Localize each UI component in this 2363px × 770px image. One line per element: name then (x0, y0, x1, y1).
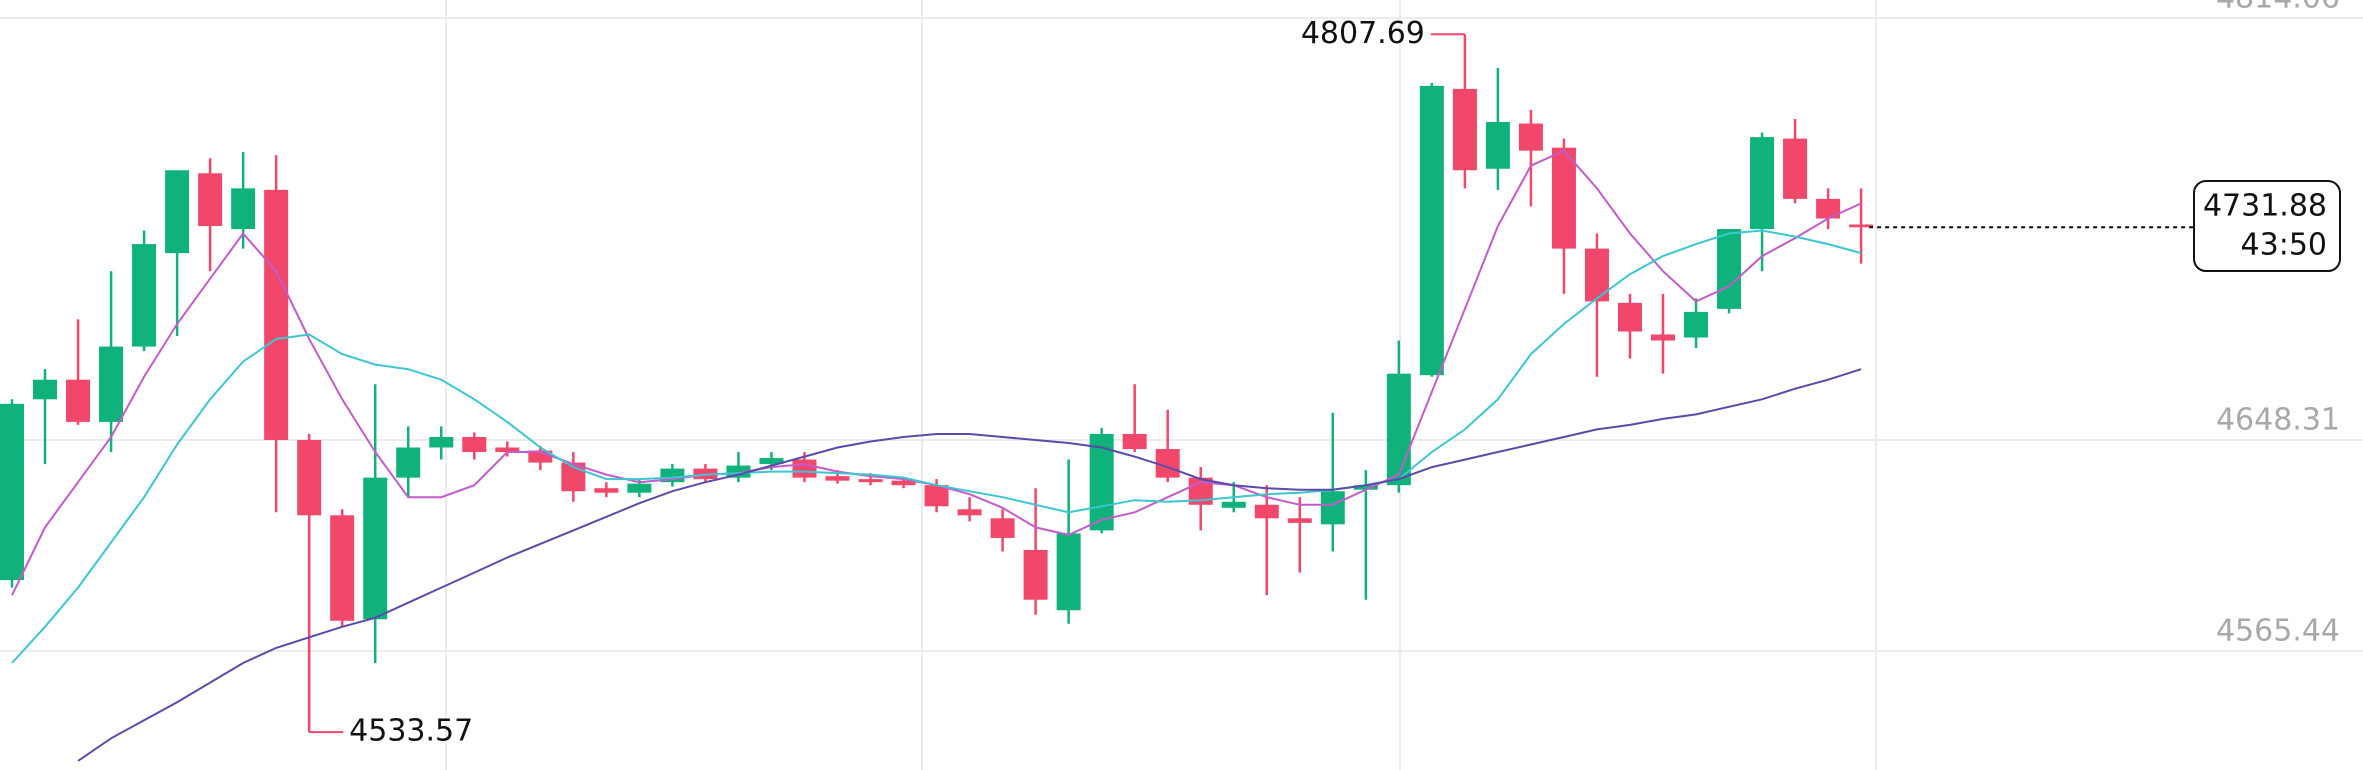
annotations: 4807.69 4533.57 (309, 16, 2194, 749)
grid: 4565.44 4648.31 4814.06 (0, 0, 2363, 652)
candle-body (1518, 123, 1543, 151)
candle-body (1353, 485, 1378, 490)
ma-lines (11, 149, 1862, 762)
y-tick-label: 4565.44 (2216, 613, 2340, 648)
ma-line (11, 229, 1862, 664)
candle-body (1023, 549, 1048, 600)
candle-body (429, 436, 454, 448)
candle-body (957, 509, 982, 516)
candle-body (495, 447, 520, 453)
candle-body (231, 188, 256, 230)
candle-body (1254, 504, 1279, 519)
candle-body (1584, 248, 1609, 302)
candle-body (165, 170, 190, 254)
candle-body (1816, 198, 1841, 219)
candle-body (1783, 138, 1808, 199)
candle-body (1849, 224, 1874, 228)
candle-body (66, 379, 91, 422)
candle-body (924, 485, 949, 507)
candle-body (1717, 229, 1742, 309)
price-box-frame (2193, 180, 2341, 272)
candle-body (825, 476, 850, 481)
candle-body (396, 447, 421, 478)
candle-body (1320, 491, 1345, 525)
candle-body (1452, 88, 1477, 171)
candle-body (759, 458, 784, 465)
candle-body (99, 346, 124, 422)
candle-body (1221, 501, 1246, 508)
countdown: 43:50 (2241, 228, 2327, 263)
candle-body (627, 483, 652, 493)
candle-body (1287, 518, 1312, 523)
candle-body (1485, 122, 1510, 169)
candles (0, 34, 1874, 733)
candle-body (33, 379, 58, 400)
candle-body (1684, 311, 1709, 338)
low-label: 4533.57 (349, 714, 473, 749)
candle-body (0, 403, 24, 581)
candle-body (594, 488, 619, 493)
candle-body (198, 173, 223, 227)
candle-body (297, 439, 322, 516)
candle-body (1122, 433, 1147, 450)
candle-body (1155, 449, 1180, 478)
candle-body (1651, 334, 1675, 341)
candle-body (462, 436, 487, 453)
candle-body (990, 518, 1015, 538)
ma-line (11, 149, 1862, 596)
candle-body (1551, 147, 1576, 249)
time-grid (445, 0, 1877, 770)
candle-body (330, 515, 355, 621)
candle-body (1386, 373, 1411, 486)
candle-body (858, 479, 883, 483)
price-box: 4731.88 43:50 (2193, 180, 2341, 272)
candle-body (1617, 302, 1642, 332)
candle-body (264, 189, 289, 440)
candle-body (792, 459, 817, 478)
candle-body (726, 465, 751, 478)
candle-body (891, 480, 916, 486)
high-label: 4807.69 (1301, 16, 1425, 51)
y-tick-label: 4648.31 (2216, 402, 2340, 437)
ma-line (77, 368, 1862, 762)
y-tick-label: 4814.06 (2216, 0, 2340, 16)
candle-body (132, 244, 157, 347)
candle-body (1419, 85, 1444, 376)
candle-body (363, 477, 388, 620)
current-price: 4731.88 (2203, 189, 2327, 224)
candle-body (1056, 533, 1081, 611)
candle-body (1750, 137, 1775, 230)
